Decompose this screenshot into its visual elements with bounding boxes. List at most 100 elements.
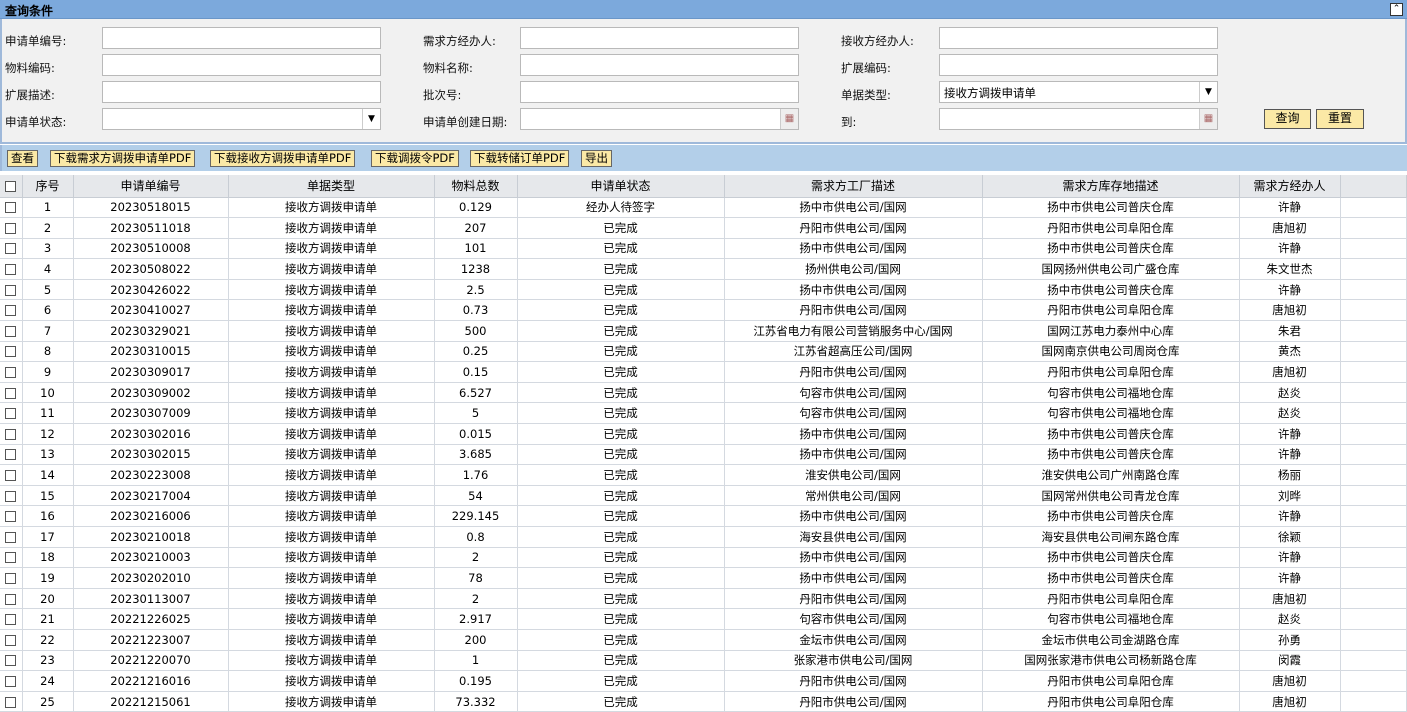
table-row[interactable]: 7 20230329021 接收方调拨申请单 500 已完成 江苏省电力有限公司营销服务中… xyxy=(0,320,1407,342)
export-button[interactable]: 导出 xyxy=(581,150,612,167)
table-row[interactable]: 1 20230518015 接收方调拨申请单 0.129 经办人待签字 扬中市供电公司/国… xyxy=(0,197,1407,219)
row-checkbox[interactable] xyxy=(0,320,23,342)
query-button[interactable]: 查询 xyxy=(1264,109,1311,129)
row-checkbox[interactable] xyxy=(0,341,23,363)
ext-desc-input[interactable] xyxy=(102,81,381,103)
table-row[interactable]: 25 20221215061 接收方调拨申请单 73.332 已完成 丹阳市供电公司/国网… xyxy=(0,691,1407,712)
table-row[interactable]: 12 20230302016 接收方调拨申请单 0.015 已完成 扬中市供电公司/国网扬… xyxy=(0,423,1407,445)
row-checkbox[interactable] xyxy=(0,402,23,425)
col-header-handler[interactable]: 需求方经办人 xyxy=(1239,175,1341,198)
table-row[interactable]: 13 20230302015 接收方调拨申请单 3.685 已完成 扬中市供电公司/国网扬… xyxy=(0,444,1407,466)
request-no-input[interactable] xyxy=(102,27,381,49)
handler-cell: 朱文世杰 xyxy=(1239,258,1341,280)
table-row[interactable]: 19 20230202010 接收方调拨申请单 78 已完成 扬中市供电公司/国网 扬中市供… xyxy=(0,567,1407,589)
receive-handler-input[interactable] xyxy=(939,27,1218,49)
material-total-cell: 1238 xyxy=(434,258,518,280)
status-select[interactable]: ▼ xyxy=(102,108,381,130)
col-header-request-no[interactable]: 申请单编号 xyxy=(73,175,229,198)
table-row[interactable]: 18 20230210003 接收方调拨申请单 2 已完成 扬中市供电公司/国网 扬中市供电… xyxy=(0,547,1407,569)
handler-cell: 唐旭初 xyxy=(1239,361,1341,383)
row-checkbox[interactable] xyxy=(0,691,23,712)
col-header-status[interactable]: 申请单状态 xyxy=(517,175,725,198)
handler-cell: 杨丽 xyxy=(1239,464,1341,486)
table-row[interactable]: 15 20230217004 接收方调拨申请单 54 已完成 常州供电公司/国网 国网常州供… xyxy=(0,485,1407,507)
table-row[interactable]: 20 20230113007 接收方调拨申请单 2 已完成 丹阳市供电公司/国网 丹阳市供电… xyxy=(0,588,1407,610)
row-checkbox[interactable] xyxy=(0,670,23,692)
status-cell: 已完成 xyxy=(517,485,725,507)
table-row[interactable]: 9 20230309017 接收方调拨申请单 0.15 已完成 丹阳市供电公司/国网 丹阳市… xyxy=(0,361,1407,383)
table-row[interactable]: 11 20230307009 接收方调拨申请单 5 已完成 句容市供电公司/国网 句容市供电… xyxy=(0,402,1407,425)
row-checkbox[interactable] xyxy=(0,567,23,589)
table-row[interactable]: 17 20230210018 接收方调拨申请单 0.8 已完成 海安县供电公司/国网 海安县… xyxy=(0,526,1407,548)
empty-cell xyxy=(1340,650,1407,672)
double-chevron-up-icon[interactable]: ⌃ xyxy=(1390,3,1403,16)
status-cell: 已完成 xyxy=(517,238,725,260)
table-row[interactable]: 16 20230216006 接收方调拨申请单 229.145 已完成 扬中市供电公司/国… xyxy=(0,505,1407,527)
table-row[interactable]: 21 20221226025 接收方调拨申请单 2.917 已完成 句容市供电公司/国网句… xyxy=(0,608,1407,630)
table-row[interactable]: 5 20230426022 接收方调拨申请单 2.5 已完成 扬中市供电公司/国网 扬中市供… xyxy=(0,279,1407,301)
row-checkbox[interactable] xyxy=(0,238,23,260)
material-total-cell: 0.8 xyxy=(434,526,518,548)
doc-type-cell: 接收方调拨申请单 xyxy=(228,361,435,383)
row-checkbox[interactable] xyxy=(0,382,23,404)
batch-no-input[interactable] xyxy=(520,81,799,103)
table-row[interactable]: 23 20221220070 接收方调拨申请单 1 已完成 张家港市供电公司/国网 国网张家… xyxy=(0,650,1407,672)
row-checkbox[interactable] xyxy=(0,197,23,219)
ext-code-input[interactable] xyxy=(939,54,1218,76)
download-receive-pdf-button[interactable]: 下载接收方调拨申请单PDF xyxy=(210,150,356,167)
row-checkbox[interactable] xyxy=(0,258,23,280)
row-checkbox[interactable] xyxy=(0,650,23,672)
row-checkbox[interactable] xyxy=(0,505,23,527)
view-button[interactable]: 查看 xyxy=(7,150,38,167)
table-row[interactable]: 6 20230410027 接收方调拨申请单 0.73 已完成 丹阳市供电公司/国网 丹阳市… xyxy=(0,299,1407,322)
col-header-storage[interactable]: 需求方库存地描述 xyxy=(982,175,1240,198)
row-checkbox[interactable] xyxy=(0,444,23,466)
row-checkbox[interactable] xyxy=(0,361,23,383)
row-checkbox[interactable] xyxy=(0,299,23,322)
table-row[interactable]: 4 20230508022 接收方调拨申请单 1238 已完成 扬州供电公司/国网 国网扬州… xyxy=(0,258,1407,280)
table-row[interactable]: 10 20230309002 接收方调拨申请单 6.527 已完成 句容市供电公司/国网句… xyxy=(0,382,1407,404)
doc-type-select[interactable]: 接收方调拨申请单 ▼ xyxy=(939,81,1218,103)
row-checkbox[interactable] xyxy=(0,217,23,239)
col-header-index[interactable]: 序号 xyxy=(22,175,74,198)
table-row[interactable]: 24 20221216016 接收方调拨申请单 0.195 已完成 丹阳市供电公司/国网丹… xyxy=(0,670,1407,692)
empty-cell xyxy=(1340,444,1407,466)
col-header-factory[interactable]: 需求方工厂描述 xyxy=(724,175,983,198)
row-checkbox[interactable] xyxy=(0,526,23,548)
create-date-input[interactable]: ▦ xyxy=(520,108,799,130)
row-checkbox[interactable] xyxy=(0,629,23,651)
handler-cell: 孙勇 xyxy=(1239,629,1341,651)
download-storage-order-pdf-button[interactable]: 下载转储订单PDF xyxy=(470,150,570,167)
row-checkbox[interactable] xyxy=(0,464,23,486)
material-name-input[interactable] xyxy=(520,54,799,76)
handler-cell: 唐旭初 xyxy=(1239,217,1341,239)
dropdown-arrow-icon[interactable]: ▼ xyxy=(362,109,380,129)
doc-type-cell: 接收方调拨申请单 xyxy=(228,608,435,630)
to-date-input[interactable]: ▦ xyxy=(939,108,1218,130)
reset-button[interactable]: 重置 xyxy=(1316,109,1364,129)
table-row[interactable]: 8 20230310015 接收方调拨申请单 0.25 已完成 江苏省超高压公司/国网 国网… xyxy=(0,341,1407,363)
demand-handler-input[interactable] xyxy=(520,27,799,49)
material-code-input[interactable] xyxy=(102,54,381,76)
row-checkbox[interactable] xyxy=(0,608,23,630)
row-checkbox[interactable] xyxy=(0,588,23,610)
row-checkbox[interactable] xyxy=(0,279,23,301)
download-demand-pdf-button[interactable]: 下载需求方调拨申请单PDF xyxy=(50,150,196,167)
col-header-material-total[interactable]: 物料总数 xyxy=(434,175,518,198)
row-checkbox[interactable] xyxy=(0,423,23,445)
row-checkbox[interactable] xyxy=(0,547,23,569)
download-transfer-order-pdf-button[interactable]: 下载调拨令PDF xyxy=(371,150,459,167)
table-row[interactable]: 14 20230223008 接收方调拨申请单 1.76 已完成 淮安供电公司/国网 淮安供… xyxy=(0,464,1407,486)
table-row[interactable]: 2 20230511018 接收方调拨申请单 207 已完成 丹阳市供电公司/国网 丹阳市供… xyxy=(0,217,1407,239)
col-header-doc-type[interactable]: 单据类型 xyxy=(228,175,435,198)
factory-desc-cell: 扬中市供电公司/国网 xyxy=(724,567,983,589)
calendar-icon[interactable]: ▦ xyxy=(780,109,798,129)
row-checkbox[interactable] xyxy=(0,485,23,507)
dropdown-arrow-icon[interactable]: ▼ xyxy=(1199,82,1217,102)
table-row[interactable]: 22 20221223007 接收方调拨申请单 200 已完成 金坛市供电公司/国网 金坛市… xyxy=(0,629,1407,651)
select-all-checkbox[interactable] xyxy=(0,175,23,198)
handler-cell: 许静 xyxy=(1239,423,1341,445)
col-header-empty xyxy=(1340,175,1407,198)
calendar-icon[interactable]: ▦ xyxy=(1199,109,1217,129)
table-row[interactable]: 3 20230510008 接收方调拨申请单 101 已完成 扬中市供电公司/国网 扬中市供… xyxy=(0,238,1407,260)
